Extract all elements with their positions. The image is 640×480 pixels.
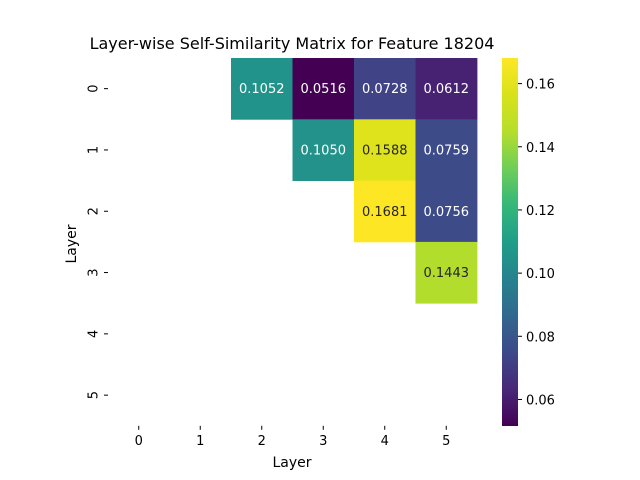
heatmap-cell: [231, 58, 293, 120]
colorbar-tick-label: 0.16: [526, 78, 555, 93]
x-axis: 0 1 2 3 4 5: [135, 425, 450, 449]
cell-value-label: 0.1681: [362, 205, 408, 220]
cell-value-label: 0.0516: [301, 82, 347, 97]
x-tick-label: 0: [135, 434, 143, 449]
colorbar-tick-label: 0.06: [526, 393, 555, 408]
cell-value-label: 0.1443: [424, 266, 470, 281]
heatmap-cell: [292, 119, 355, 181]
heatmap-cell: [354, 58, 416, 120]
cell-value-label: 0.1050: [301, 143, 347, 158]
x-tick-label: 1: [196, 434, 204, 449]
y-tick-label: 2: [87, 207, 102, 215]
colorbar: [502, 58, 518, 426]
cell-value-label: 0.0612: [424, 82, 470, 97]
y-tick-label: 4: [87, 330, 102, 338]
cell-value-label: 0.1588: [362, 143, 408, 158]
x-axis-label: Layer: [272, 455, 311, 471]
colorbar-tick-label: 0.08: [526, 330, 555, 345]
y-tick-label: 5: [87, 391, 102, 399]
heatmap-cell: [292, 58, 355, 120]
colorbar-axis: 0.06 0.08 0.10 0.12 0.14 0.16: [518, 78, 555, 408]
heatmap-cell: [354, 119, 416, 181]
heatmap-cell: [415, 241, 478, 304]
cell-value-label: 0.1052: [239, 82, 285, 97]
colorbar-tick-label: 0.12: [526, 204, 555, 219]
heatmap-cell: [415, 119, 478, 181]
cell-value-label: 0.0759: [424, 143, 470, 158]
x-tick-label: 3: [319, 434, 327, 449]
cell-value-label: 0.0756: [424, 205, 470, 220]
y-axis-label: Layer: [64, 224, 80, 263]
chart-title: Layer-wise Self-Similarity Matrix for Fe…: [90, 34, 495, 53]
y-tick-label: 0: [87, 85, 102, 93]
heatmap-cell: [415, 58, 478, 120]
y-axis: 0 1 2 3 4 5: [87, 85, 108, 399]
heatmap-cells: 0.1052 0.0516 0.0728 0.0612 0.1050 0.1588 0.07…: [231, 58, 478, 304]
heatmap-cell: [354, 180, 416, 243]
cell-value-label: 0.0728: [362, 82, 408, 97]
y-tick-label: 1: [87, 146, 102, 154]
y-tick-label: 3: [87, 268, 102, 276]
colorbar-tick-label: 0.10: [526, 267, 555, 282]
heatmap-cell: [415, 180, 478, 243]
x-tick-label: 2: [258, 434, 266, 449]
colorbar-tick-label: 0.14: [526, 141, 555, 156]
x-tick-label: 5: [442, 434, 450, 449]
x-tick-label: 4: [381, 434, 389, 449]
